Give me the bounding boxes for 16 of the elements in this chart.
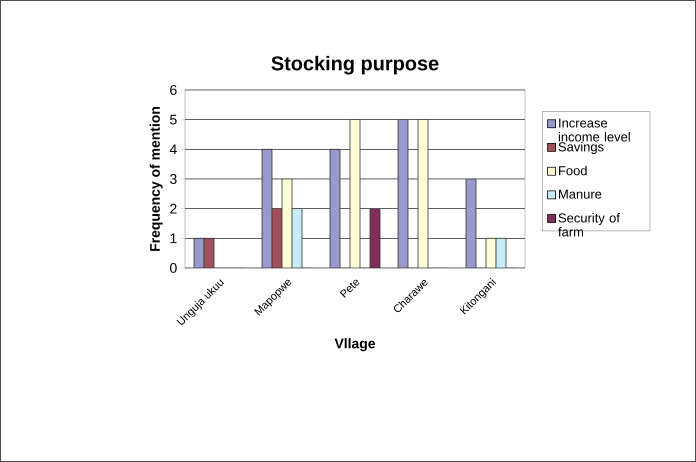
- legend-label: Savings: [558, 142, 604, 154]
- chart-title: Stocking purpose: [271, 56, 438, 74]
- y-tick-label: 2: [170, 204, 177, 214]
- x-tick-label: Pete: [340, 280, 360, 298]
- legend-label: Increase income level: [558, 118, 630, 142]
- y-tick-label: 4: [170, 144, 177, 154]
- y-tick-label: 6: [170, 85, 177, 95]
- y-axis-title: Frequency of mention: [150, 107, 163, 251]
- y-tick-label: 5: [170, 114, 177, 125]
- y-tick-label: 3: [170, 174, 177, 184]
- legend-label: Food: [559, 166, 587, 176]
- legend-label: Security of farm: [558, 213, 620, 237]
- legend-label: Manure: [559, 190, 602, 199]
- y-tick-label: 1: [170, 234, 177, 244]
- y-tick-label: 0: [170, 263, 177, 273]
- x-axis-title: Vllage: [334, 338, 376, 352]
